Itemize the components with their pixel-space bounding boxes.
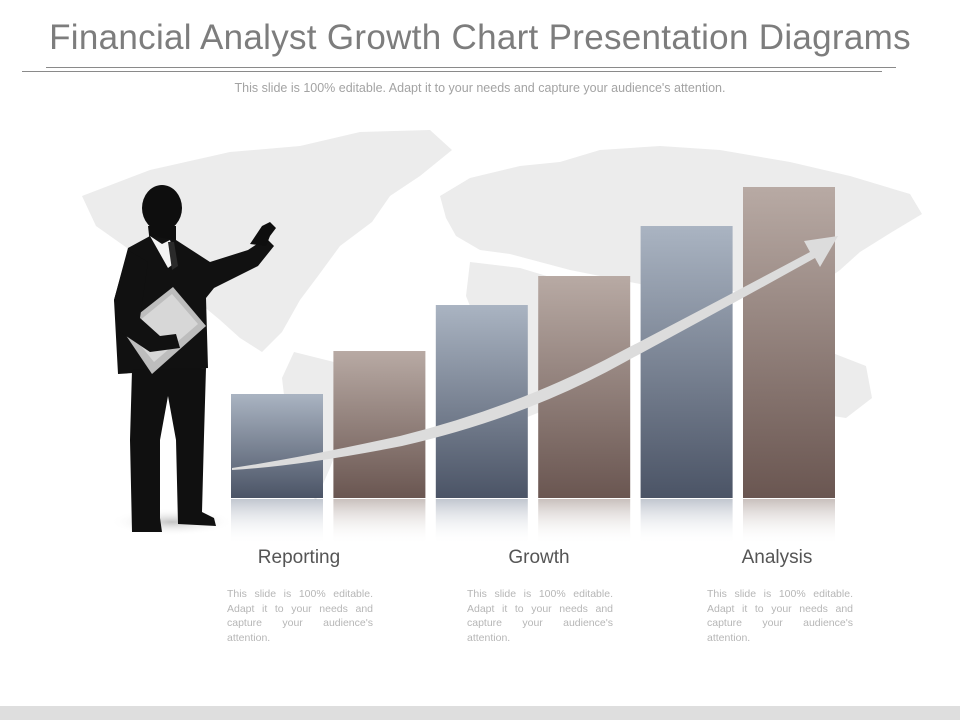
section-description-growth: This slide is 100% editable. Adapt it to… — [467, 588, 613, 644]
bar-reflection-3 — [435, 499, 528, 545]
bar-reflection-6 — [743, 499, 835, 545]
bar-1 — [231, 394, 323, 498]
slide-title: Financial Analyst Growth Chart Presentat… — [49, 18, 911, 57]
bar-reflection-2 — [333, 499, 426, 545]
businessman-presenting-icon — [110, 185, 276, 536]
bar-6 — [743, 187, 835, 498]
section-label-reporting: Reporting — [257, 547, 341, 568]
title-underline-upper — [46, 67, 896, 68]
footer-bar — [0, 706, 960, 720]
section-description-analysis: This slide is 100% editable. Adapt it to… — [707, 588, 853, 644]
section-label-growth: Growth — [508, 547, 570, 568]
bar-reflection-5 — [640, 499, 733, 545]
bar-reflection-1 — [231, 499, 323, 545]
title-underline — [22, 71, 882, 72]
slide-subtitle: This slide is 100% editable. Adapt it to… — [234, 81, 726, 95]
bar-reflection-4 — [538, 499, 631, 545]
bar-5 — [640, 226, 733, 498]
bar-2 — [333, 351, 426, 498]
section-description-reporting: This slide is 100% editable. Adapt it to… — [227, 588, 373, 644]
section-label-analysis: Analysis — [741, 547, 813, 568]
